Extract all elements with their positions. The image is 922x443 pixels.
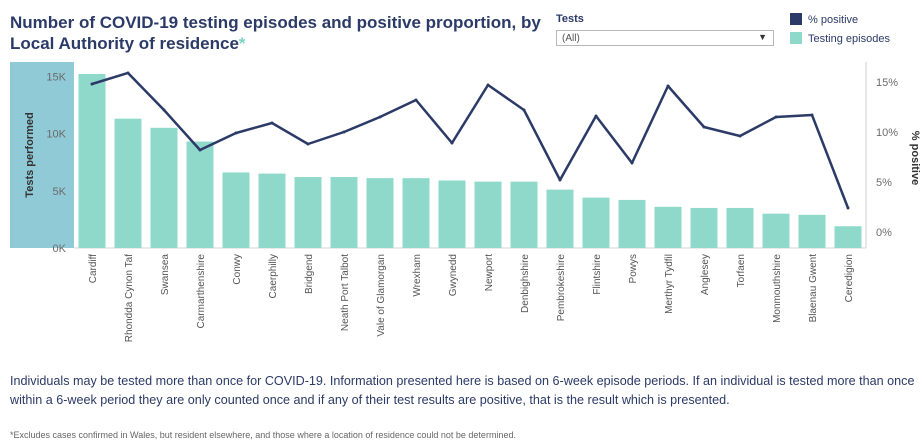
x-axis-category-label: Vale of Glamorgan	[376, 254, 387, 337]
bar	[510, 181, 538, 248]
line-point	[630, 161, 634, 165]
line-point	[126, 71, 130, 75]
line-point	[198, 148, 202, 152]
line-points	[90, 71, 850, 210]
line-point	[414, 98, 418, 102]
footnote: *Excludes cases confirmed in Wales, but …	[10, 430, 516, 440]
line-point	[270, 121, 274, 125]
line-point	[594, 114, 598, 118]
bar	[330, 177, 358, 248]
legend-label: % positive	[808, 14, 859, 26]
line-point	[378, 115, 382, 119]
line-point	[90, 82, 94, 86]
line-point	[162, 108, 166, 112]
x-axis-category-label: Carmarthenshire	[196, 254, 207, 329]
x-axis-category-label: Gwynedd	[448, 254, 459, 296]
x-axis-category-label: Denbighshire	[520, 254, 531, 313]
bar	[114, 118, 142, 248]
chart-title: Number of COVID-19 testing episodes and …	[10, 12, 550, 54]
bar	[546, 189, 574, 248]
x-axis-category-label: Swansea	[160, 254, 171, 296]
line-point	[522, 108, 526, 112]
x-axis-category-label: Conwy	[232, 254, 243, 285]
y-axis-left-tick-label: 0K	[53, 243, 67, 255]
x-axis-category-label: Bridgend	[304, 254, 315, 294]
y-axis-right-tick-label: 5%	[876, 177, 892, 189]
bar	[294, 177, 322, 248]
chart-title-text: Number of COVID-19 testing episodes and …	[10, 13, 541, 53]
bar	[150, 127, 178, 248]
line-point	[234, 131, 238, 135]
line-point	[666, 84, 670, 88]
y-axis-right-title: % positive	[909, 131, 921, 185]
y-axis-right-tick-label: 10%	[876, 127, 898, 139]
line-point	[738, 134, 742, 138]
y-axis-left-tick-label: 5K	[53, 186, 67, 198]
legend-swatch-bar	[790, 32, 802, 44]
bar	[726, 207, 754, 248]
chevron-down-icon[interactable]: ▼	[758, 32, 767, 42]
x-axis-category-label: Monmouthshire	[772, 254, 783, 323]
legend-label: Testing episodes	[808, 33, 890, 45]
title-footnote-marker: *	[238, 34, 246, 53]
line-point	[846, 206, 850, 210]
x-axis-category-label: Merthyr Tydfil	[664, 254, 675, 314]
x-axis-category-label: Newport	[484, 254, 495, 291]
bar	[366, 178, 394, 248]
x-axis-category-label: Blaenau Gwent	[808, 254, 819, 323]
x-axis-category-label: Cardiff	[88, 254, 99, 283]
x-axis-category-label: Caerphilly	[268, 254, 279, 298]
bar	[78, 74, 106, 248]
bar	[618, 199, 646, 248]
line-point	[702, 125, 706, 129]
y-axis-right-tick-label: 0%	[876, 227, 892, 239]
bar	[654, 206, 682, 248]
line-point	[486, 83, 490, 87]
y-axis-left-title: Tests performed	[24, 112, 36, 197]
x-axis-category-label: Ceredigion	[844, 254, 855, 302]
line-point	[342, 130, 346, 134]
line-point	[774, 115, 778, 119]
y-axis-left-tick-label: 10K	[46, 129, 66, 141]
x-axis-category-label: Neath Port Talbot	[340, 254, 351, 331]
legend-swatch-line	[790, 13, 802, 25]
percent-positive-line	[91, 71, 850, 209]
bar	[222, 172, 250, 248]
bar	[762, 213, 790, 248]
legend-item-testing-episodes[interactable]: Testing episodes	[790, 32, 890, 45]
tests-filter-dropdown[interactable]: (All) ▼	[556, 30, 774, 46]
bar	[474, 181, 502, 248]
bar-series	[78, 74, 862, 248]
bar	[258, 173, 286, 248]
x-axis-category-label: Pembrokeshire	[556, 254, 567, 322]
line-point	[810, 113, 814, 117]
bar	[798, 214, 826, 248]
line-point	[306, 142, 310, 146]
methodology-note: Individuals may be tested more than once…	[10, 374, 915, 407]
x-axis-category-label: Torfaen	[736, 254, 747, 287]
tests-filter-value: (All)	[562, 33, 580, 44]
bar	[438, 180, 466, 248]
bar	[690, 207, 718, 248]
y-axis-band	[10, 62, 74, 248]
x-axis-category-label: Anglesey	[700, 254, 711, 295]
tests-filter-label: Tests	[556, 13, 584, 25]
legend-item-percent-positive[interactable]: % positive	[790, 13, 858, 26]
y-axis-right-tick-label: 15%	[876, 77, 898, 89]
bar	[834, 226, 862, 248]
x-axis-category-label: Rhondda Cynon Taf	[124, 254, 135, 342]
x-axis-category-label: Flintshire	[592, 254, 603, 295]
x-axis-category-label: Powys	[628, 254, 639, 283]
bar	[402, 178, 430, 248]
line-point	[450, 141, 454, 145]
y-axis-left-tick-label: 15K	[46, 71, 66, 83]
line-point	[558, 178, 562, 182]
bar	[186, 141, 214, 248]
bar	[582, 197, 610, 248]
combo-chart: Tests performed 0K 5K 10K 15K 0% 5% 10% 15% % pos…	[10, 62, 921, 342]
x-axis-category-label: Wrexham	[412, 254, 423, 297]
